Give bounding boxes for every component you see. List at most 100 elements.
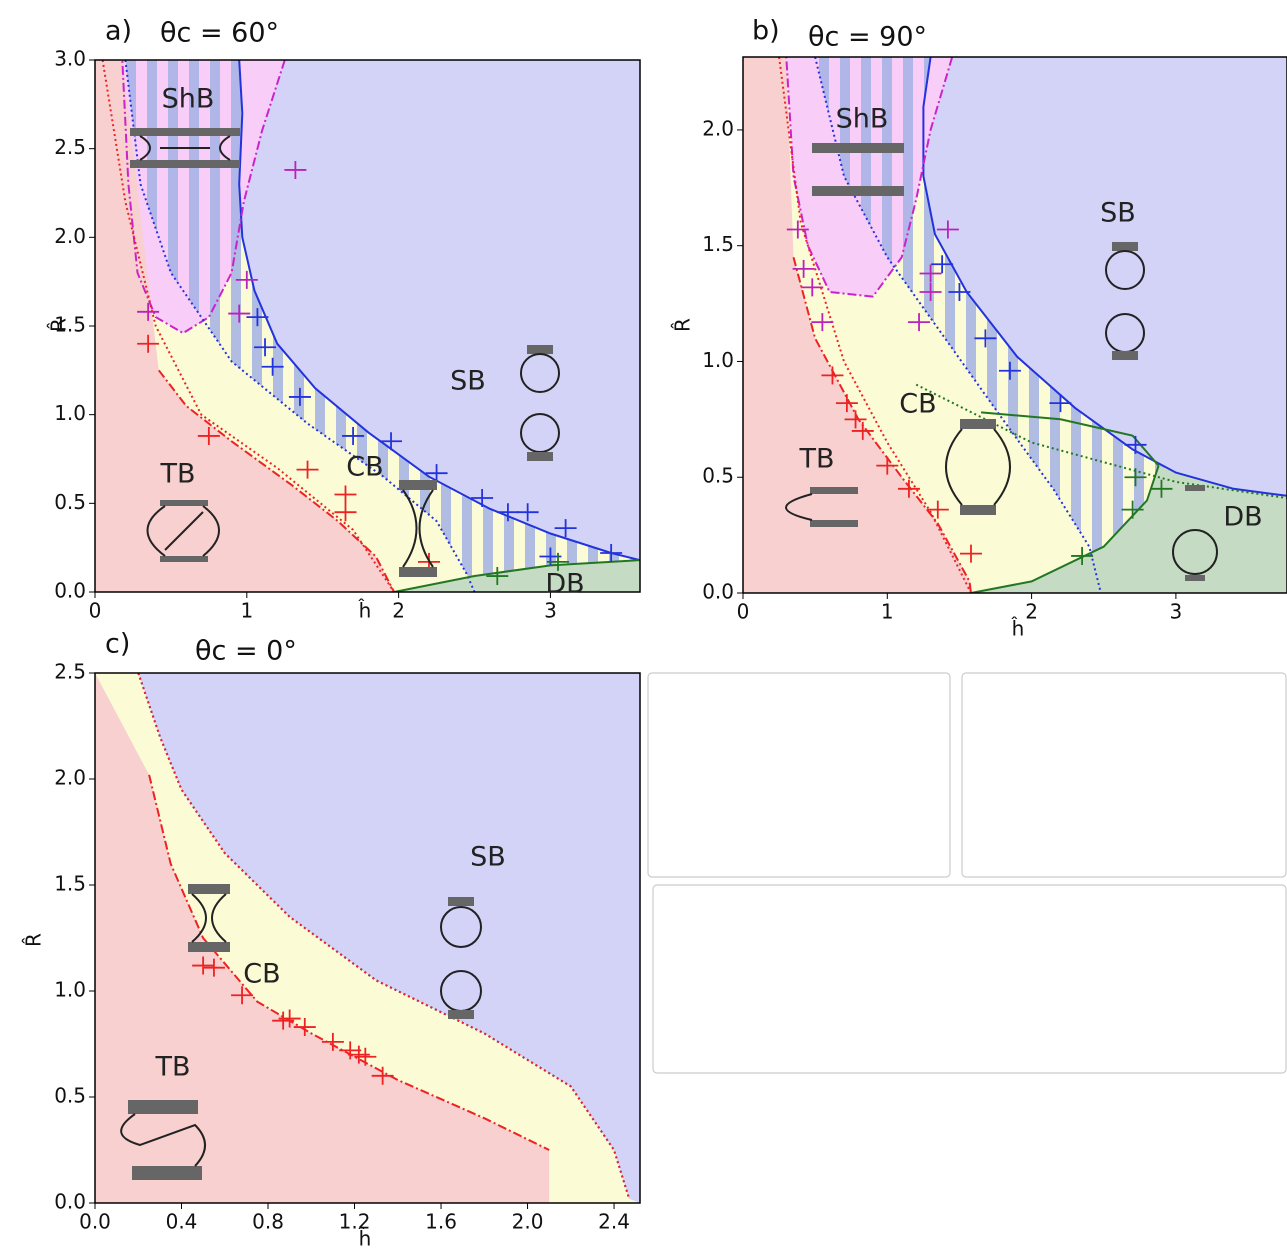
experiment-point bbox=[1150, 479, 1173, 498]
region-label: TB bbox=[159, 459, 195, 490]
boundary-curve bbox=[124, 60, 476, 592]
y-axis-label: R̂ bbox=[22, 933, 46, 947]
y-tick-label: 0.0 bbox=[54, 1190, 86, 1214]
legend-box bbox=[961, 672, 1287, 878]
y-tick-label: 1.0 bbox=[54, 401, 86, 425]
experiment-point bbox=[425, 464, 448, 483]
plot-area bbox=[743, 57, 1287, 593]
x-axis-label: ĥ bbox=[1011, 617, 1025, 641]
experiment-point bbox=[876, 456, 899, 475]
panel-label: b) bbox=[752, 16, 780, 47]
x-tick-label: 0 bbox=[89, 599, 102, 623]
experiment-point bbox=[339, 1041, 362, 1060]
y-tick-label: 2.5 bbox=[54, 135, 86, 159]
experiment-point bbox=[516, 503, 539, 522]
experiment-point bbox=[926, 500, 949, 519]
experiment-point bbox=[380, 432, 403, 451]
experiment-point bbox=[202, 958, 225, 977]
legend-box bbox=[652, 884, 1287, 1074]
x-tick-label: 0.8 bbox=[252, 1210, 284, 1234]
boundary-curve bbox=[393, 559, 640, 592]
region-label: CB bbox=[899, 389, 936, 420]
experiment-point bbox=[334, 485, 357, 504]
x-axis-label: ĥ bbox=[358, 599, 372, 623]
y-tick-label: 0.5 bbox=[702, 464, 734, 488]
x-tick-label: 1 bbox=[240, 599, 253, 623]
boundary-curve bbox=[922, 57, 1287, 497]
panel-label: c) bbox=[105, 629, 130, 660]
experiment-point bbox=[851, 421, 874, 440]
region-label: SB bbox=[470, 842, 506, 873]
experiment-point bbox=[1049, 394, 1072, 413]
experiment-point bbox=[231, 986, 254, 1005]
boundary-curve bbox=[778, 57, 972, 593]
boundary-curve bbox=[121, 60, 286, 335]
y-axis-label: R̂ bbox=[47, 318, 71, 332]
y-tick-label: 1.5 bbox=[54, 872, 86, 896]
experiment-point bbox=[293, 1018, 316, 1037]
experiment-point bbox=[321, 1032, 344, 1051]
experiment-point bbox=[278, 1009, 301, 1028]
experiment-point bbox=[197, 426, 220, 445]
boundary-curve bbox=[158, 369, 395, 592]
x-tick-label: 2 bbox=[392, 599, 405, 623]
region-tb bbox=[743, 57, 971, 593]
experiment-point bbox=[471, 489, 494, 508]
panel-label: a) bbox=[105, 16, 132, 47]
axes-frame bbox=[94, 672, 641, 1204]
x-tick-label: 1.6 bbox=[425, 1210, 457, 1234]
region-label: CB bbox=[346, 452, 383, 483]
region-db bbox=[394, 560, 640, 592]
experiment-point bbox=[296, 460, 319, 479]
experiment-point bbox=[931, 255, 954, 274]
region-label: DB bbox=[1223, 502, 1262, 533]
experiment-point bbox=[919, 264, 942, 283]
experiment-point bbox=[261, 357, 284, 376]
experiment-point bbox=[936, 220, 959, 239]
experiment-point bbox=[844, 410, 867, 429]
y-tick-label: 2.0 bbox=[702, 116, 734, 140]
experiment-point bbox=[192, 956, 215, 975]
boundary-curve bbox=[148, 774, 550, 1151]
experiment-point bbox=[919, 283, 942, 302]
x-tick-label: 2.0 bbox=[512, 1210, 544, 1234]
x-tick-label: 2 bbox=[1025, 600, 1038, 624]
y-tick-label: 0.0 bbox=[702, 580, 734, 604]
experiment-point bbox=[254, 338, 277, 357]
experiment-point bbox=[228, 304, 251, 323]
panel-title: θc = 0° bbox=[195, 636, 297, 667]
boundary-curve bbox=[814, 57, 1102, 593]
experiment-point bbox=[974, 329, 997, 348]
boundary-curve bbox=[101, 60, 395, 592]
experiment-point bbox=[786, 220, 809, 239]
x-tick-label: 2.4 bbox=[598, 1210, 630, 1234]
experiment-point bbox=[137, 302, 160, 321]
region-label: ShB bbox=[162, 84, 215, 115]
experiment-point bbox=[998, 361, 1021, 380]
x-tick-label: 3 bbox=[1170, 600, 1183, 624]
x-tick-label: 1 bbox=[881, 600, 894, 624]
region-db bbox=[970, 465, 1287, 593]
experiment-point bbox=[1121, 500, 1144, 519]
legend-box bbox=[647, 672, 951, 878]
experiment-point bbox=[554, 519, 577, 538]
experiment-point bbox=[486, 567, 509, 586]
x-tick-label: 0.4 bbox=[166, 1210, 198, 1234]
y-tick-label: 1.5 bbox=[54, 313, 86, 337]
region-label: CB bbox=[243, 959, 280, 990]
y-tick-label: 1.0 bbox=[54, 978, 86, 1002]
experiment-point bbox=[496, 503, 519, 522]
x-tick-label: 0 bbox=[737, 600, 750, 624]
boundary-curve bbox=[238, 60, 640, 562]
region-label: ShB bbox=[836, 104, 889, 135]
region-label: SB bbox=[1100, 198, 1136, 229]
experiment-point bbox=[835, 394, 858, 413]
boundary-curve bbox=[981, 411, 1160, 467]
shape-icons bbox=[120, 128, 1218, 1180]
experiment-point bbox=[137, 334, 160, 353]
region-tb bbox=[95, 60, 395, 592]
experiment-point bbox=[811, 313, 834, 332]
boundary-curve bbox=[137, 673, 631, 1200]
region-label: TB bbox=[798, 444, 834, 475]
